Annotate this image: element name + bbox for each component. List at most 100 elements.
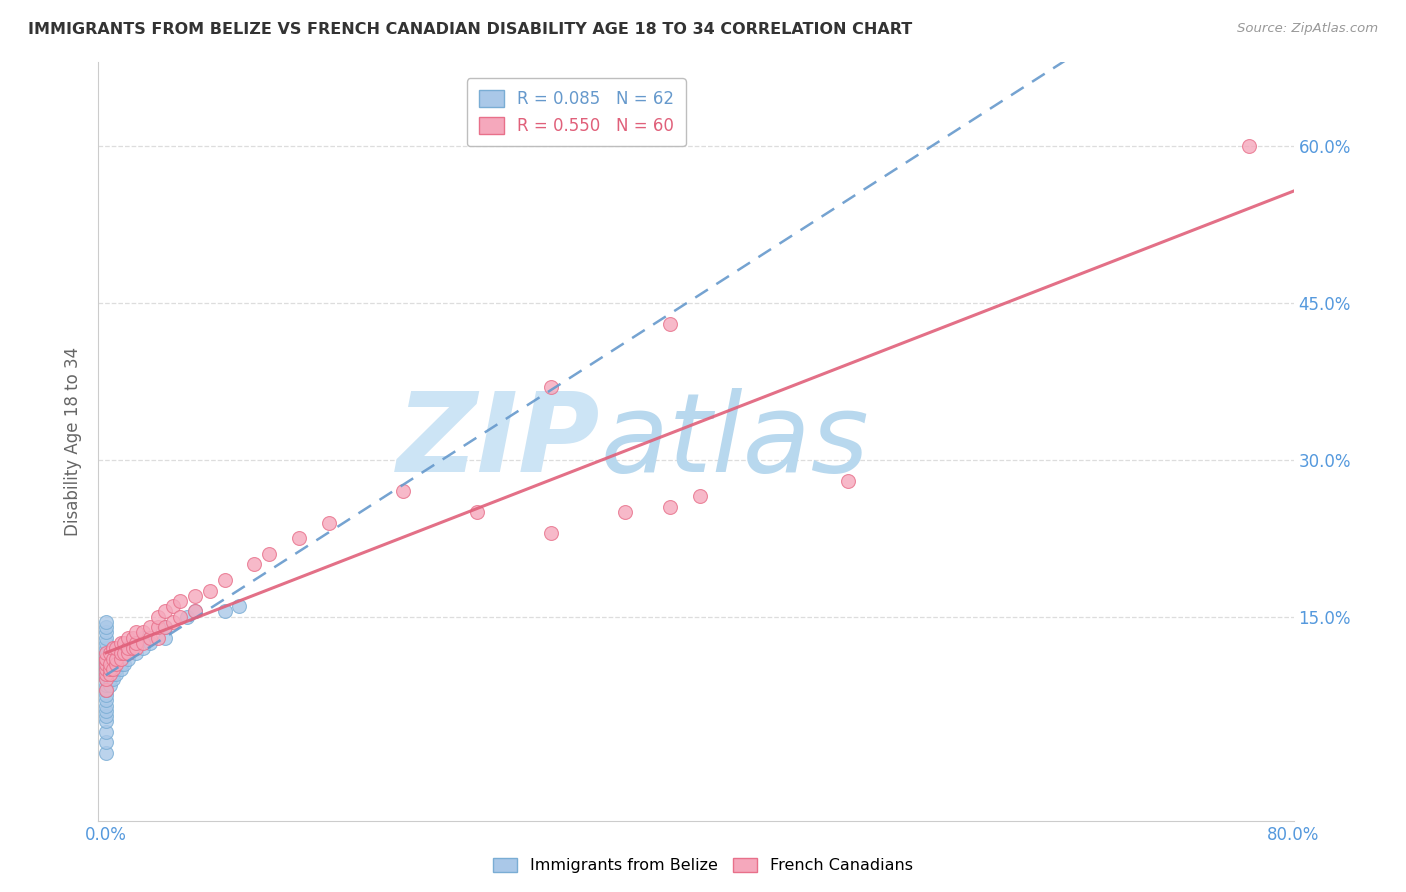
Point	[94, 673, 117, 687]
Point	[184, 589, 207, 603]
Point	[110, 662, 132, 676]
Point	[98, 673, 121, 687]
Point	[139, 620, 162, 634]
Point	[94, 657, 117, 671]
Point	[659, 500, 682, 514]
Point	[155, 605, 177, 619]
Point	[98, 657, 121, 671]
Point	[110, 651, 132, 665]
Point	[214, 605, 236, 619]
Point	[94, 651, 117, 665]
Point	[139, 636, 162, 650]
Point	[132, 636, 155, 650]
Point	[184, 605, 207, 619]
Point	[94, 678, 117, 692]
Point	[837, 474, 859, 488]
Point	[112, 657, 135, 671]
Point	[98, 646, 121, 660]
Point	[94, 693, 117, 707]
Point	[94, 646, 117, 660]
Point	[103, 673, 125, 687]
Point	[176, 609, 198, 624]
Point	[117, 651, 139, 665]
Point	[162, 615, 184, 629]
Point	[98, 667, 121, 681]
Point	[94, 682, 117, 697]
Point	[132, 625, 155, 640]
Point	[94, 657, 117, 671]
Point	[540, 526, 562, 541]
Point	[94, 641, 117, 656]
Point	[94, 646, 117, 660]
Point	[124, 625, 146, 640]
Point	[112, 636, 135, 650]
Point	[117, 646, 139, 660]
Point	[103, 662, 125, 676]
Point	[103, 651, 125, 665]
Point	[1237, 139, 1260, 153]
Point	[121, 631, 143, 645]
Point	[105, 651, 128, 665]
Point	[94, 651, 117, 665]
Y-axis label: Disability Age 18 to 34: Disability Age 18 to 34	[65, 347, 83, 536]
Point	[94, 615, 117, 629]
Point	[124, 636, 146, 650]
Point	[103, 641, 125, 656]
Point	[540, 379, 562, 393]
Point	[94, 651, 117, 665]
Point	[94, 646, 117, 660]
Point	[124, 646, 146, 660]
Point	[110, 646, 132, 660]
Point	[257, 547, 280, 561]
Point	[689, 490, 711, 504]
Point	[155, 620, 177, 634]
Point	[98, 662, 121, 676]
Point	[94, 651, 117, 665]
Point	[94, 688, 117, 702]
Point	[94, 682, 117, 697]
Point	[94, 709, 117, 723]
Point	[132, 641, 155, 656]
Point	[146, 609, 169, 624]
Point	[105, 667, 128, 681]
Point	[98, 651, 121, 665]
Point	[94, 657, 117, 671]
Point	[94, 714, 117, 729]
Point	[228, 599, 250, 614]
Point	[94, 662, 117, 676]
Point	[94, 662, 117, 676]
Point	[98, 657, 121, 671]
Point	[98, 667, 121, 681]
Point	[146, 631, 169, 645]
Point	[184, 605, 207, 619]
Point	[94, 636, 117, 650]
Text: Source: ZipAtlas.com: Source: ZipAtlas.com	[1237, 22, 1378, 36]
Point	[105, 641, 128, 656]
Point	[94, 735, 117, 749]
Text: IMMIGRANTS FROM BELIZE VS FRENCH CANADIAN DISABILITY AGE 18 TO 34 CORRELATION CH: IMMIGRANTS FROM BELIZE VS FRENCH CANADIA…	[28, 22, 912, 37]
Point	[110, 646, 132, 660]
Point	[132, 631, 155, 645]
Text: atlas: atlas	[600, 388, 869, 495]
Point	[146, 620, 169, 634]
Point	[94, 682, 117, 697]
Point	[94, 667, 117, 681]
Point	[94, 673, 117, 687]
Point	[155, 631, 177, 645]
Legend: R = 0.085   N = 62, R = 0.550   N = 60: R = 0.085 N = 62, R = 0.550 N = 60	[467, 78, 686, 146]
Point	[112, 646, 135, 660]
Point	[110, 636, 132, 650]
Point	[198, 583, 221, 598]
Point	[465, 505, 488, 519]
Point	[94, 746, 117, 760]
Point	[162, 599, 184, 614]
Point	[155, 620, 177, 634]
Point	[124, 641, 146, 656]
Point	[139, 631, 162, 645]
Point	[117, 631, 139, 645]
Point	[169, 594, 191, 608]
Point	[112, 646, 135, 660]
Point	[94, 667, 117, 681]
Point	[243, 558, 266, 572]
Point	[94, 631, 117, 645]
